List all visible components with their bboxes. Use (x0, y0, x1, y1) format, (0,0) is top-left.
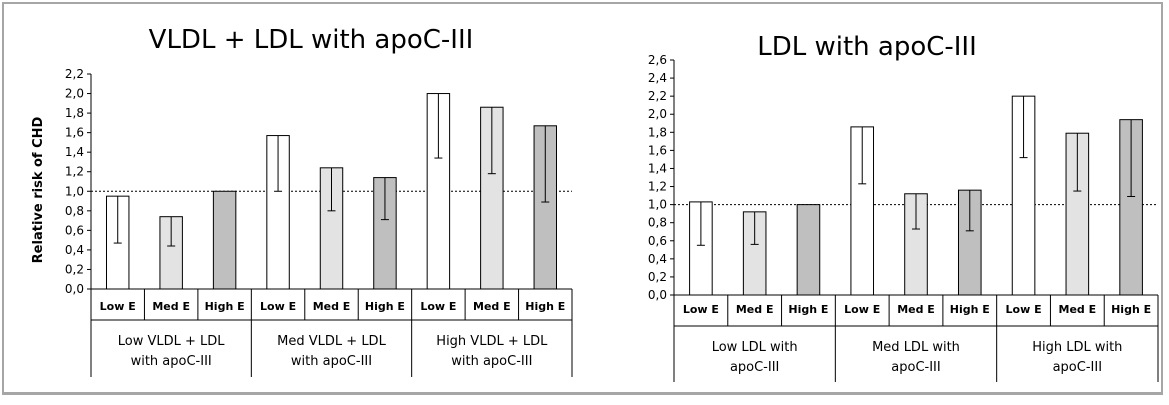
group-label: Med VLDL + LDL (277, 334, 386, 349)
y-tick-label: 2,4 (648, 71, 667, 85)
category-label: High E (950, 303, 990, 316)
y-tick-label: 1,6 (648, 143, 667, 157)
y-tick-label: 1,4 (65, 145, 84, 159)
group-label: High LDL with (1032, 340, 1122, 355)
bar (796, 204, 821, 296)
y-tick-label: 1,2 (648, 180, 667, 194)
y-tick-label: 2,0 (648, 107, 667, 121)
category-label: Low E (420, 300, 456, 313)
group-label: Low VLDL + LDL (118, 334, 226, 349)
group-label: High VLDL + LDL (436, 334, 548, 349)
chart-title: LDL with apoC-III (757, 32, 977, 62)
category-label: Low E (100, 300, 136, 313)
y-tick-label: 0,0 (648, 288, 667, 302)
y-tick-label: 1,0 (648, 198, 667, 212)
group-label: apoC-III (730, 360, 779, 375)
group-label: apoC-III (1053, 360, 1102, 375)
category-label: Low E (683, 303, 719, 316)
category-label: High E (365, 300, 405, 313)
bar (212, 190, 237, 290)
category-label: Low E (844, 303, 880, 316)
y-tick-label: 0,6 (65, 223, 84, 237)
y-tick-label: 1,2 (65, 165, 84, 179)
y-axis-label: Relative risk of CHD (31, 116, 46, 263)
category-label: Low E (1006, 303, 1042, 316)
category-label: Med E (473, 300, 511, 313)
group-label: with apoC-III (131, 354, 212, 369)
group-label: Med LDL with (872, 340, 960, 355)
y-tick-label: 1,4 (648, 161, 667, 175)
category-label: High E (788, 303, 828, 316)
category-label: Med E (897, 303, 935, 316)
group-label: apoC-III (891, 360, 940, 375)
y-tick-label: 0,4 (648, 252, 667, 266)
y-tick-label: 0,8 (648, 216, 667, 230)
category-label: Med E (313, 300, 351, 313)
category-label: Med E (152, 300, 190, 313)
y-tick-label: 0,0 (65, 282, 84, 296)
y-tick-label: 1,8 (648, 125, 667, 139)
y-tick-label: 0,6 (648, 234, 667, 248)
y-tick-label: 1,0 (65, 184, 84, 198)
y-tick-label: 2,2 (65, 67, 84, 81)
category-label: High E (525, 300, 565, 313)
y-tick-label: 0,8 (65, 204, 84, 218)
category-label: Med E (1059, 303, 1097, 316)
group-label: with apoC-III (291, 354, 372, 369)
category-label: High E (205, 300, 245, 313)
y-tick-label: 2,2 (648, 89, 667, 103)
y-tick-label: 2,0 (65, 87, 84, 101)
y-tick-label: 1,8 (65, 106, 84, 120)
chart-title: VLDL + LDL with apoC-III (149, 25, 474, 55)
category-label: Low E (260, 300, 296, 313)
y-tick-label: 0,4 (65, 243, 84, 257)
group-label: with apoC-III (451, 354, 532, 369)
y-tick-label: 1,6 (65, 126, 84, 140)
y-tick-label: 2,6 (648, 53, 667, 67)
category-label: Med E (736, 303, 774, 316)
category-label: High E (1111, 303, 1151, 316)
y-tick-label: 0,2 (648, 270, 667, 284)
group-label: Low LDL with (712, 340, 798, 355)
y-tick-label: 0,2 (65, 262, 84, 276)
